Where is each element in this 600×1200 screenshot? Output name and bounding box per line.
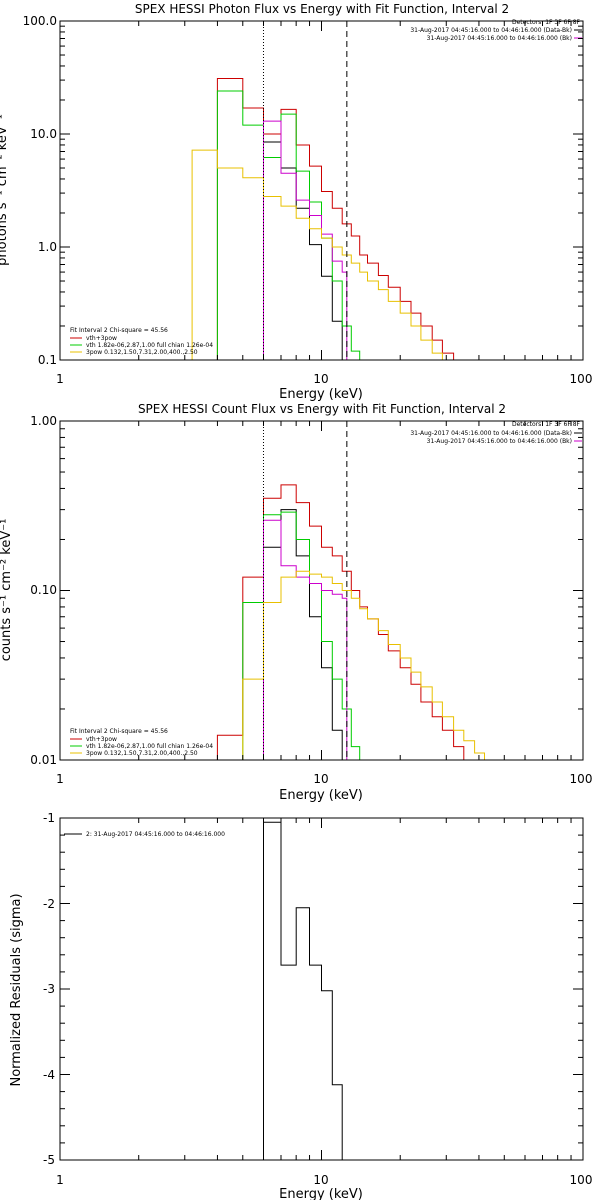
count-header-databk: 31-Aug-2017 04:45:16.000 to 04:46:16.000… (410, 430, 572, 437)
residuals-ytick-1: -4 (43, 1068, 55, 1082)
count-xtick-1: 10 (313, 772, 328, 786)
count-tick-group (59, 420, 584, 761)
residuals-xlabel: Energy (keV) (279, 1187, 363, 1200)
residuals-xtick-0: 1 (56, 1173, 64, 1187)
count-ytick-0: 0.01 (30, 753, 57, 767)
photon-plot-frame (59, 20, 584, 361)
series-bk-step-line (263, 519, 348, 760)
photon-xtick-1: 10 (313, 372, 328, 386)
count-legend-3pow: 3pow 0.132,1.50,7.31,2.00,400.,2.50 (86, 750, 198, 757)
series-2-31-aug-2017-04-45-16-000-to-04-46-16-000-step-line (263, 821, 343, 1160)
photon-header-databk: 31-Aug-2017 04:45:16.000 to 04:46:16.000… (410, 27, 572, 34)
residuals-xtick-2: 100 (570, 1173, 593, 1187)
photon-legend-vth: vth 1.82e-06,2.87,1.00 full chian 1.26e-… (86, 342, 213, 349)
count-legend: Fit Interval 2 Chi-square = 45.56 vth+3p… (70, 728, 213, 757)
residuals-ytick-0: -5 (43, 1153, 55, 1167)
count-ylabel: counts s⁻¹ cm⁻² keV⁻¹ (0, 519, 14, 662)
photon-ytick-3: 100.0 (23, 14, 57, 28)
count-xlabel: Energy (keV) (279, 788, 363, 803)
count-xtick-0: 1 (56, 772, 64, 786)
count-xtick-2: 100 (570, 772, 593, 786)
photon-legend: Fit Interval 2 Chi-square = 45.56 vth+3p… (70, 327, 213, 356)
count-series-group (216, 484, 495, 761)
residuals-plot-frame (59, 817, 584, 1161)
count-legend-vth3pow: vth+3pow (86, 736, 117, 743)
count-legend-vth: vth 1.82e-06,2.87,1.00 full chian 1.26e-… (86, 743, 213, 750)
count-ytick-2: 1.00 (30, 414, 57, 428)
photon-series-group (191, 78, 475, 361)
residuals-ytick-2: -3 (43, 982, 55, 996)
series-vth-3pow-step-line (216, 484, 475, 761)
photon-panel-title: SPEX HESSI Photon Flux vs Energy with Fi… (135, 2, 509, 16)
photon-xtick-2: 100 (570, 372, 593, 386)
series-3pow-step-line (242, 570, 495, 761)
residuals-panel: 2: 31-Aug-2017 04:45:16.000 to 04:46:16.… (9, 811, 592, 1200)
photon-legend-vth3pow: vth+3pow (86, 335, 117, 342)
photon-legend-fit-interval: Fit Interval 2 Chi-square = 45.56 (70, 327, 168, 334)
residuals-ylabel: Normalized Residuals (sigma) (9, 893, 24, 1086)
series-vth-3pow-step-line (216, 78, 475, 361)
residuals-xtick-1: 10 (313, 1173, 328, 1187)
series-3pow-step-line (191, 149, 475, 361)
series-vth-step-line (216, 90, 361, 360)
photon-xtick-0: 1 (56, 372, 64, 386)
count-plot-frame (59, 420, 584, 761)
residuals-ytick-4: -1 (43, 811, 55, 825)
photon-header-bk: 31-Aug-2017 04:45:16.000 to 04:46:16.000… (427, 35, 572, 42)
residuals-ytick-3: -2 (43, 897, 55, 911)
count-header-detectors: Detectors: 1F 3F 6F 8F (512, 421, 581, 428)
count-ytick-1: 0.10 (30, 583, 57, 597)
series-data-bk-step-line (263, 141, 347, 361)
series-vth-step-line (242, 511, 368, 761)
residuals-legend-label: 2: 31-Aug-2017 04:45:16.000 to 04:46:16.… (86, 831, 225, 838)
count-header-bk: 31-Aug-2017 04:45:16.000 to 04:46:16.000… (427, 438, 572, 445)
photon-flux-panel: SPEX HESSI Photon Flux vs Energy with Fi… (0, 2, 592, 402)
photon-ytick-2: 10.0 (30, 127, 57, 141)
count-panel-title: SPEX HESSI Count Flux vs Energy with Fit… (138, 402, 506, 416)
count-flux-panel: SPEX HESSI Count Flux vs Energy with Fit… (0, 402, 592, 803)
photon-xlabel: Energy (keV) (279, 387, 363, 402)
photon-ylabel: photons s⁻¹ cm⁻² keV⁻¹ (0, 114, 10, 266)
series-bk-step-line (263, 120, 348, 360)
residuals-series-group (263, 821, 343, 1160)
photon-ytick-0: 0.1 (38, 353, 57, 367)
photon-header-detectors: Detectors: 1F 3F 6F 8F (512, 19, 581, 26)
photon-legend-3pow: 3pow 0.132,1.50,7.31,2.00,400.,2.50 (86, 349, 198, 356)
count-legend-fit-interval: Fit Interval 2 Chi-square = 45.56 (70, 728, 168, 735)
photon-ytick-1: 1.0 (38, 240, 57, 254)
